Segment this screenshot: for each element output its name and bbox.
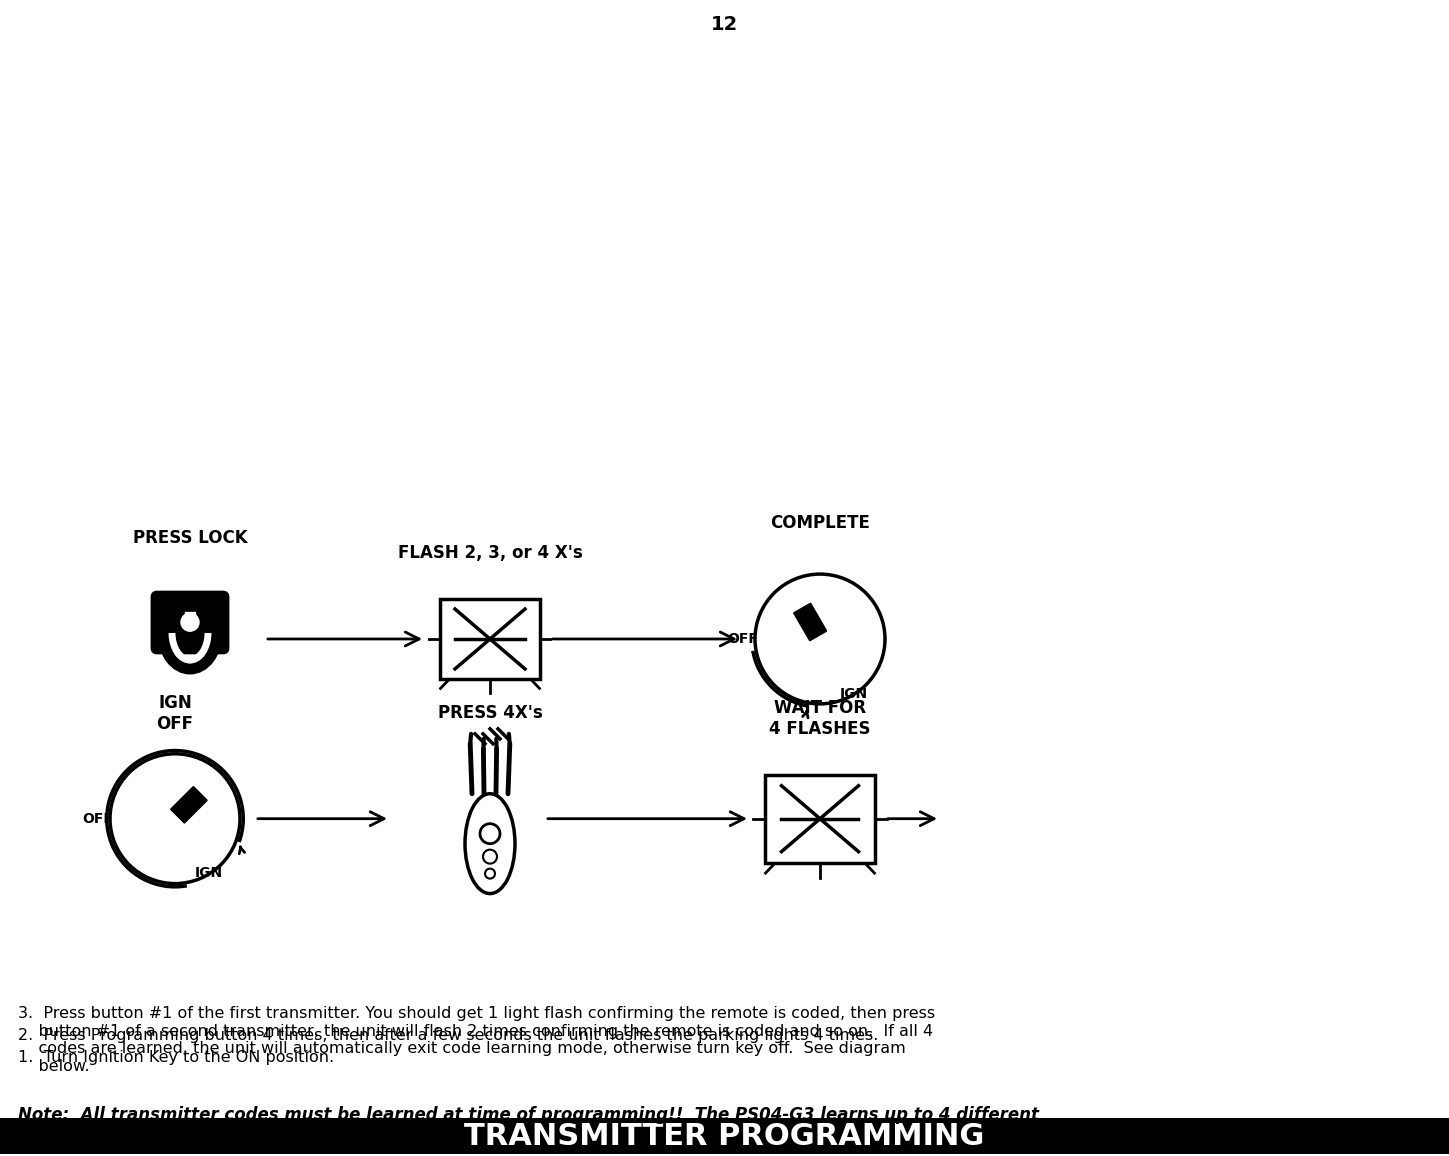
Text: IGN: IGN	[839, 687, 868, 701]
Text: IGN
OFF: IGN OFF	[156, 694, 194, 733]
Text: PRESS 4X's: PRESS 4X's	[438, 704, 542, 721]
Text: WAIT FOR
4 FLASHES: WAIT FOR 4 FLASHES	[769, 699, 871, 738]
Text: TRANSMITTER PROGRAMMING: TRANSMITTER PROGRAMMING	[464, 1121, 984, 1150]
Text: IGN: IGN	[194, 866, 223, 881]
Text: OFF: OFF	[83, 812, 113, 825]
FancyBboxPatch shape	[152, 592, 227, 653]
FancyBboxPatch shape	[440, 599, 540, 679]
Circle shape	[485, 868, 496, 879]
Text: 2.  Press Programming button 4 times, then after a few seconds the unit flashes : 2. Press Programming button 4 times, the…	[17, 1029, 878, 1044]
Text: FLASH 2, 3, or 4 X's: FLASH 2, 3, or 4 X's	[397, 544, 582, 562]
Circle shape	[181, 613, 199, 631]
Circle shape	[483, 850, 497, 864]
FancyBboxPatch shape	[185, 612, 194, 624]
FancyBboxPatch shape	[765, 775, 875, 862]
Polygon shape	[794, 603, 827, 640]
Text: PRESS LOCK: PRESS LOCK	[133, 529, 248, 547]
Text: 1.  Turn Ignition Key to the ON position.: 1. Turn Ignition Key to the ON position.	[17, 1051, 335, 1066]
Ellipse shape	[465, 794, 514, 894]
Text: Note:  All transmitter codes must be learned at time of programming!!  The PS04-: Note: All transmitter codes must be lear…	[17, 1106, 1039, 1146]
Text: 3.  Press button #1 of the first transmitter. You should get 1 light flash confi: 3. Press button #1 of the first transmit…	[17, 1007, 935, 1074]
Text: 12: 12	[710, 15, 738, 35]
Circle shape	[480, 824, 500, 844]
FancyBboxPatch shape	[0, 1118, 1449, 1154]
Text: COMPLETE: COMPLETE	[769, 514, 869, 532]
Polygon shape	[171, 786, 207, 823]
Text: OFF: OFF	[727, 632, 758, 646]
